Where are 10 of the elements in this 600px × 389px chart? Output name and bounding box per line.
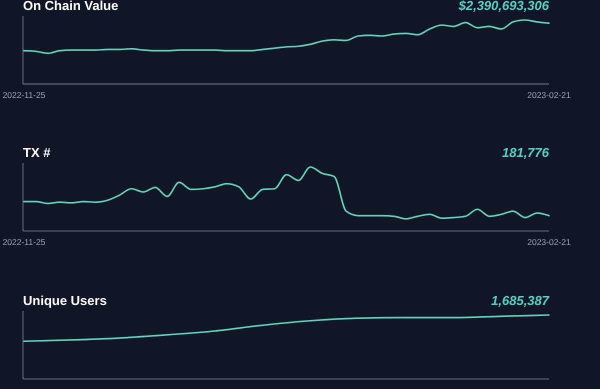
x-tick-label: 2023-02-21 bbox=[527, 237, 572, 247]
chart-title: Unique Users bbox=[23, 293, 107, 308]
x-tick-label: 2023-02-21 bbox=[527, 90, 572, 100]
x-tick-label: 2022-11-25 bbox=[2, 237, 46, 247]
text: 181,776 bbox=[502, 145, 550, 160]
x-tick-label: 2022-11-25 bbox=[2, 90, 46, 100]
text: 1,685,387 bbox=[491, 293, 550, 308]
text: $2,390,693,306 bbox=[458, 0, 550, 13]
chart-title: On Chain Value bbox=[23, 0, 118, 13]
chart-title: TX # bbox=[23, 145, 52, 160]
